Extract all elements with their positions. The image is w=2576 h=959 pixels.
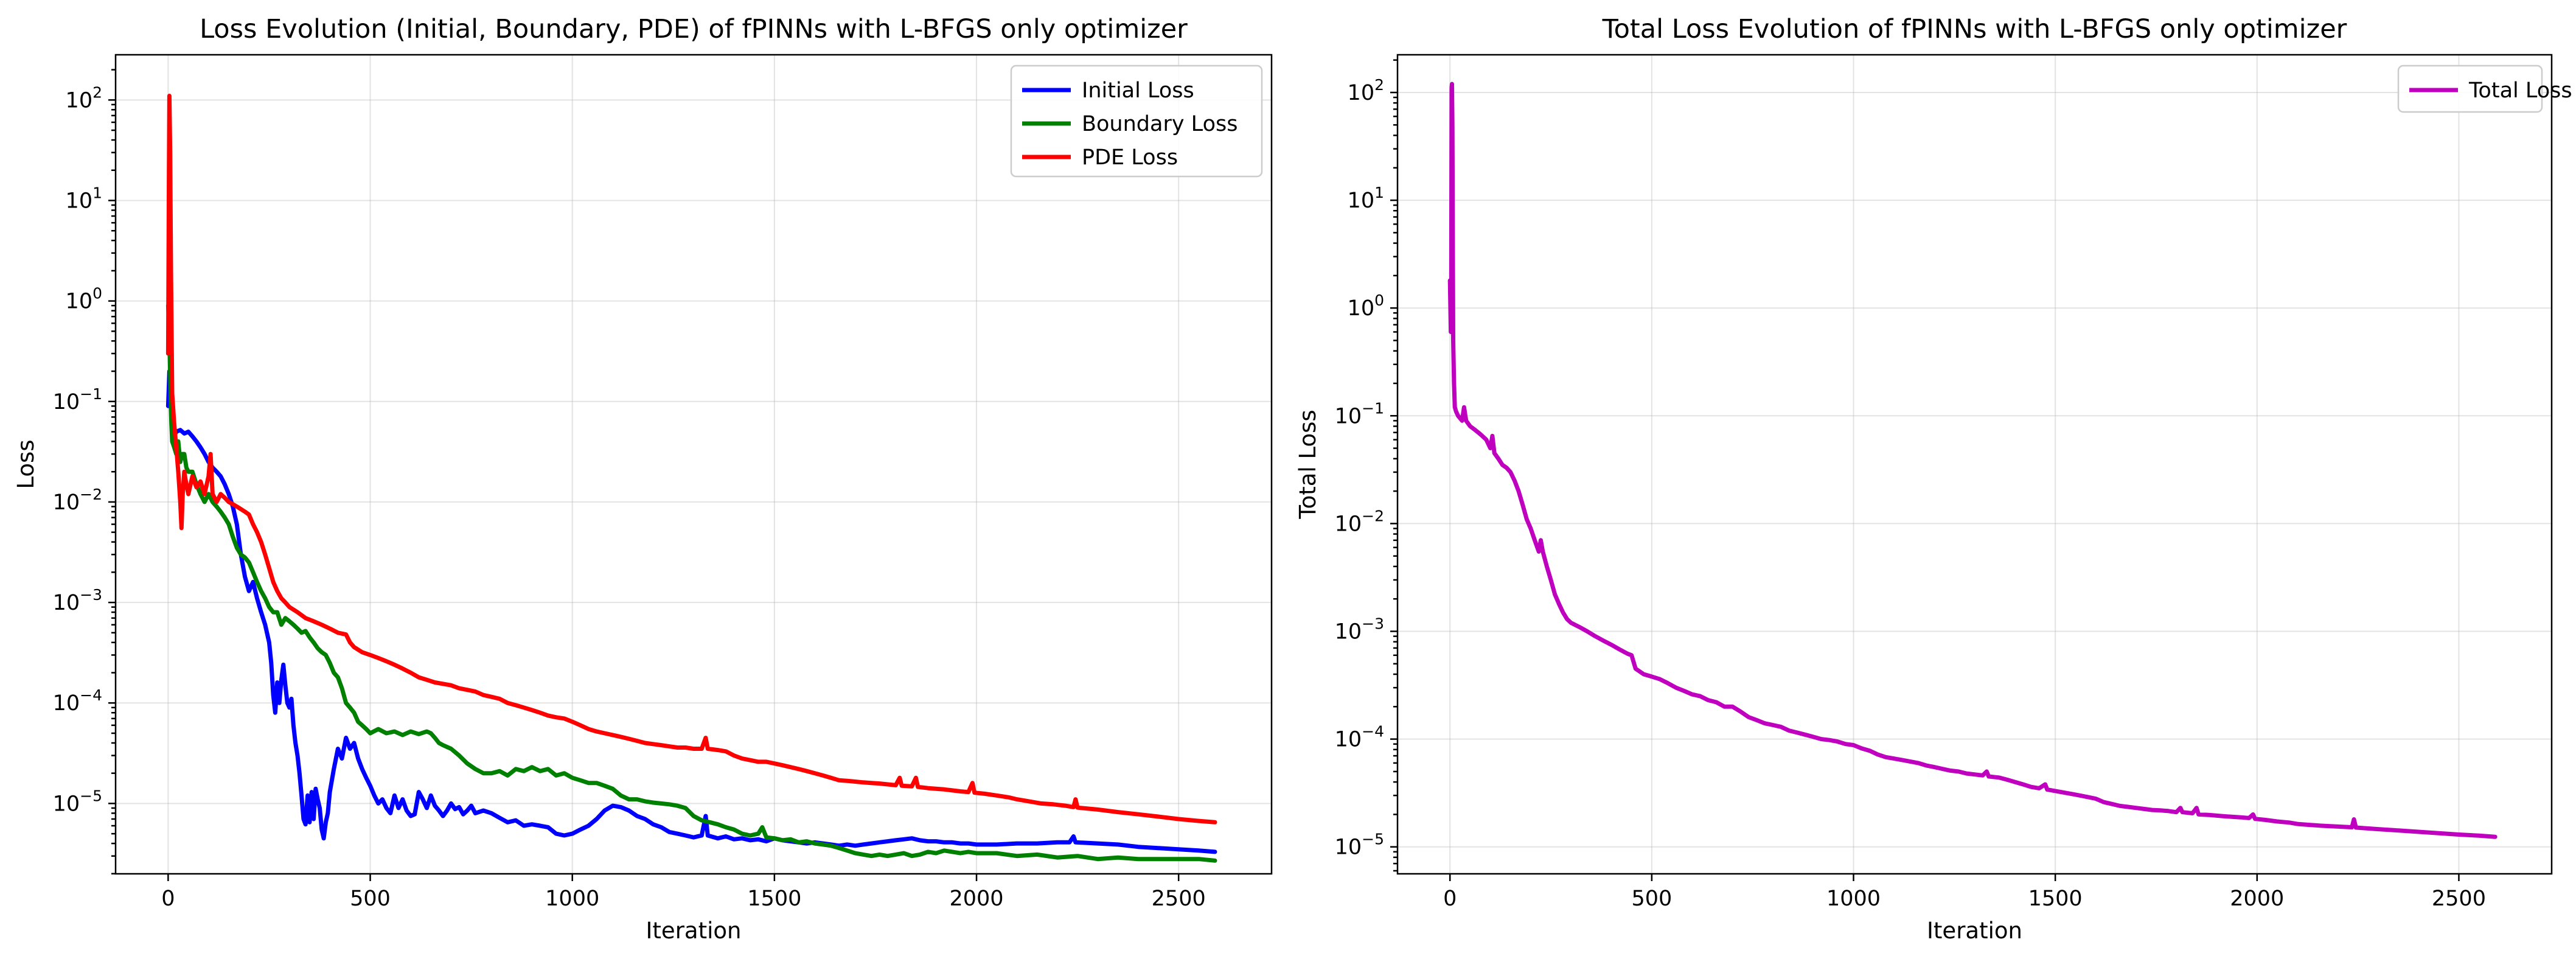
chart-total-loss: 0 500 1000 1500 2000 2500 10−5 10−4 10−3 10−2 10−1…: [1295, 14, 2572, 944]
legend-item: Boundary Loss: [1022, 112, 1238, 136]
y-tick-label: 10−2: [1335, 507, 1384, 536]
chart-title: Loss Evolution (Initial, Boundary, PDE) …: [200, 14, 1188, 44]
y-tick-label: 101: [1348, 184, 1384, 213]
x-tick-label: 2500: [2432, 887, 2486, 911]
y-tick-label: 10−1: [1335, 399, 1384, 428]
legend-item: PDE Loss: [1022, 145, 1178, 170]
x-tick-label: 500: [1631, 887, 1672, 911]
y-tick-label: 10−5: [1335, 831, 1384, 860]
legend-label: Boundary Loss: [1082, 112, 1238, 136]
y-tick-label: 10−5: [53, 787, 102, 816]
x-tick-label: 1000: [545, 887, 599, 911]
y-tick-label: 101: [66, 184, 102, 213]
legend-item: Initial Loss: [1022, 78, 1194, 103]
y-tick-label: 10−4: [1335, 723, 1384, 752]
y-axis-ticks: 10−5 10−4 10−3 10−2 10−1 100 101 102: [1335, 59, 1398, 872]
legend-label: PDE Loss: [1082, 145, 1178, 170]
x-tick-label: 0: [161, 887, 175, 911]
x-axis-ticks: 0 500 1000 1500 2000 2500: [161, 874, 1206, 911]
plot-frame: [1396, 54, 2553, 875]
y-tick-label: 102: [66, 83, 102, 113]
legend-box: [1010, 65, 1263, 178]
grid: [116, 55, 1272, 874]
x-tick-label: 500: [350, 887, 391, 911]
y-tick-label: 10−2: [53, 486, 102, 515]
series-group: [165, 94, 1217, 863]
series-line-initial-loss: [165, 369, 1217, 854]
series-line-boundary-loss: [165, 303, 1217, 863]
x-axis-label: Iteration: [646, 918, 742, 944]
legend: Initial Loss Boundary Loss PDE Loss: [1010, 65, 1263, 178]
x-tick-label: 1000: [1826, 887, 1881, 911]
y-tick-label: 100: [66, 285, 102, 314]
series-line-pde-loss: [165, 94, 1217, 825]
series-group: [1447, 82, 2498, 839]
y-tick-label: 10−1: [53, 385, 102, 414]
x-axis-label: Iteration: [1927, 918, 2022, 944]
y-axis-label: Total Loss: [1295, 410, 1321, 519]
legend: Total Loss: [2397, 65, 2572, 113]
y-tick-label: 10−4: [53, 686, 102, 716]
chart-component-losses: 0 500 1000 1500 2000 2500 10−5 10−4 10−3 10−2 10−1…: [13, 14, 1273, 944]
y-tick-label: 10−3: [1335, 615, 1384, 644]
y-tick-label: 100: [1348, 291, 1384, 321]
series-line-total-loss: [1447, 82, 2498, 839]
chart-title: Total Loss Evolution of fPINNs with L-BF…: [1602, 14, 2347, 44]
x-tick-label: 2000: [2230, 887, 2284, 911]
legend-label: Total Loss: [2468, 78, 2572, 103]
x-tick-label: 2000: [949, 887, 1003, 911]
y-axis-ticks: 10−5 10−4 10−3 10−2 10−1 100 101 102: [53, 69, 116, 875]
x-axis-ticks: 0 500 1000 1500 2000 2500: [1443, 874, 2486, 911]
y-axis-label: Loss: [13, 439, 39, 489]
legend-item: Total Loss: [2409, 78, 2572, 103]
x-tick-label: 1500: [747, 887, 801, 911]
x-tick-label: 1500: [2028, 887, 2083, 911]
grid: [1398, 55, 2552, 874]
x-tick-label: 0: [1443, 887, 1457, 911]
legend-label: Initial Loss: [1082, 78, 1194, 103]
legend-box: [2397, 65, 2543, 113]
y-tick-label: 102: [1348, 76, 1384, 105]
y-tick-label: 10−3: [53, 586, 102, 615]
x-tick-label: 2500: [1152, 887, 1206, 911]
plot-frame: [114, 54, 1273, 875]
